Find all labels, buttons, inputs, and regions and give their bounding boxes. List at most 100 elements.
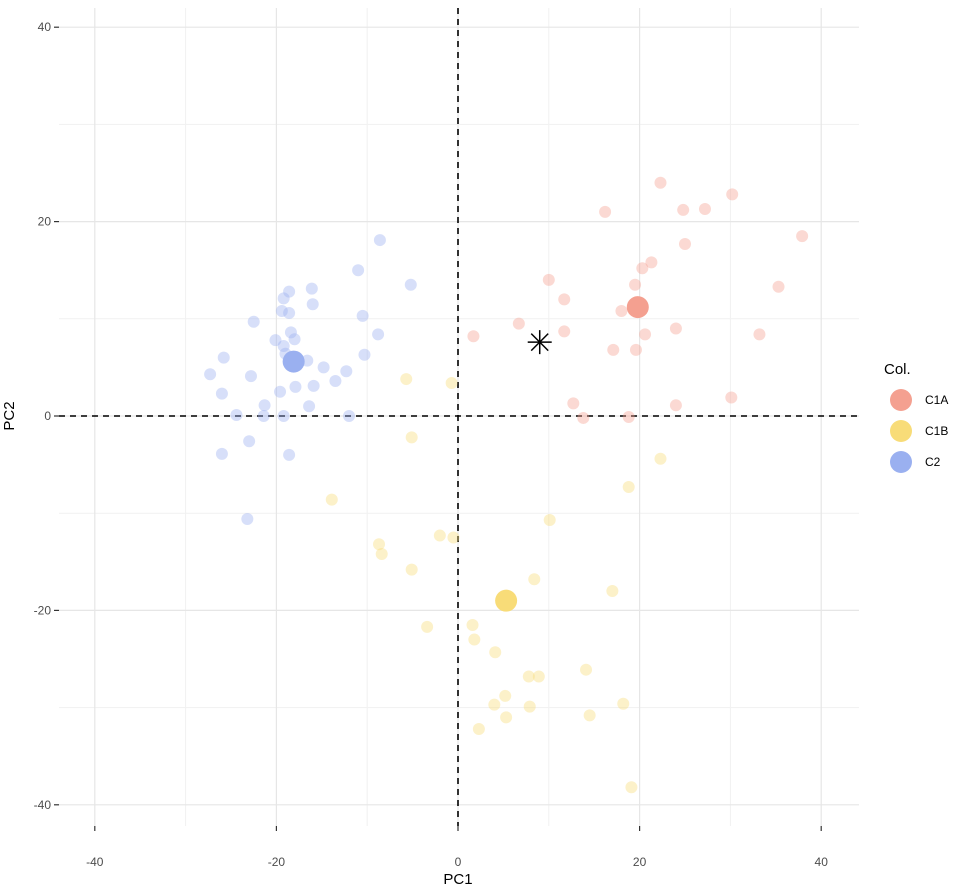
point-c1b xyxy=(466,618,479,631)
legend-swatch-c1b xyxy=(890,420,912,442)
legend-swatch-c2 xyxy=(890,451,912,473)
point-c2 xyxy=(277,292,290,305)
point-c2 xyxy=(258,399,271,412)
y-tick-label: -40 xyxy=(34,798,52,812)
point-c1b xyxy=(445,376,458,389)
cluster-centroids xyxy=(282,296,649,612)
point-c1b xyxy=(523,700,536,713)
centroid-c1a xyxy=(626,296,649,319)
x-tick-label: 20 xyxy=(633,855,647,869)
point-c1b xyxy=(654,452,667,465)
point-c2 xyxy=(204,368,217,381)
point-c1b xyxy=(447,531,460,544)
point-c2 xyxy=(303,400,316,413)
point-c1b xyxy=(528,573,541,586)
point-c2 xyxy=(340,365,353,378)
point-c2 xyxy=(284,326,297,339)
point-c1a xyxy=(669,399,682,412)
point-c2 xyxy=(352,264,365,277)
point-c2 xyxy=(257,410,270,422)
point-c2 xyxy=(343,410,356,422)
point-c2 xyxy=(283,285,296,298)
point-c1a xyxy=(622,410,635,423)
point-c1b xyxy=(375,548,388,561)
point-c2 xyxy=(317,361,330,374)
x-tick-label: 40 xyxy=(815,855,829,869)
x-tick-label: -40 xyxy=(86,855,104,869)
point-c1b xyxy=(522,670,535,683)
point-c2 xyxy=(356,309,369,322)
point-c2 xyxy=(373,234,386,247)
axes: -40 -20 0 20 40 -40 -20 0 20 40 xyxy=(34,20,829,869)
data-points xyxy=(204,176,809,794)
y-tick-label: 20 xyxy=(38,215,52,229)
point-c1b xyxy=(373,538,386,551)
annotations xyxy=(527,330,552,355)
point-c1a xyxy=(558,325,571,338)
point-c1b xyxy=(488,698,501,711)
centroid-c2 xyxy=(282,350,305,373)
point-c1a xyxy=(607,343,620,356)
point-c1a xyxy=(772,280,785,293)
point-c1a xyxy=(698,202,711,215)
point-c1b xyxy=(421,620,434,633)
point-c2 xyxy=(358,348,371,361)
point-c1b xyxy=(617,697,630,710)
point-c1b xyxy=(622,480,635,493)
point-c2 xyxy=(277,340,290,353)
point-c1a xyxy=(467,330,480,343)
x-tick-label: 0 xyxy=(455,855,462,869)
legend-swatch-c1a xyxy=(890,389,912,411)
point-c1a xyxy=(677,203,690,216)
point-c1a xyxy=(639,328,652,341)
point-c2 xyxy=(404,278,417,291)
point-c1a xyxy=(669,322,682,335)
point-c1b xyxy=(583,709,596,722)
point-c1b xyxy=(606,584,619,597)
x-axis-title: PC1 xyxy=(443,871,472,886)
point-c2 xyxy=(283,448,296,461)
point-c2 xyxy=(269,334,282,347)
point-c1a xyxy=(599,205,612,218)
legend-label-c2: C2 xyxy=(925,455,941,469)
centroid-c1b xyxy=(495,589,518,612)
legend-title: Col. xyxy=(884,361,911,378)
point-c1b xyxy=(532,670,545,683)
legend-label-c1a: C1A xyxy=(925,393,948,407)
point-c1b xyxy=(468,633,481,646)
point-c2 xyxy=(305,282,318,295)
point-c2 xyxy=(307,379,320,392)
point-c1a xyxy=(636,262,649,275)
legend: Col. C1A C1B C2 xyxy=(884,361,948,473)
point-c1b xyxy=(472,722,485,735)
point-c1b xyxy=(405,431,418,444)
point-c1b xyxy=(625,781,638,794)
point-c1b xyxy=(433,529,446,542)
point-c1a xyxy=(679,237,691,250)
grid-minor xyxy=(59,8,859,826)
legend-label-c1b: C1B xyxy=(925,424,948,438)
point-c1a xyxy=(567,397,580,410)
point-c1b xyxy=(325,493,338,506)
point-c2 xyxy=(215,387,228,400)
asterisk-marker xyxy=(527,330,552,355)
grid-major xyxy=(59,8,859,826)
point-c2 xyxy=(217,351,230,364)
point-c1a xyxy=(629,278,642,291)
point-c2 xyxy=(283,306,296,319)
point-c1b xyxy=(400,373,413,386)
point-c1b xyxy=(489,646,502,659)
point-c2 xyxy=(244,370,257,383)
point-c2 xyxy=(329,375,342,388)
point-c2 xyxy=(241,513,254,526)
y-tick-label: 40 xyxy=(38,20,52,34)
point-c1a xyxy=(629,343,642,356)
point-c1b xyxy=(580,663,593,676)
point-c1a xyxy=(577,411,590,424)
point-c2 xyxy=(306,298,319,311)
point-c1a xyxy=(753,328,766,341)
point-c1b xyxy=(543,514,556,527)
y-tick-label: 0 xyxy=(44,409,51,423)
point-c2 xyxy=(247,315,260,328)
point-c1a xyxy=(558,293,571,306)
